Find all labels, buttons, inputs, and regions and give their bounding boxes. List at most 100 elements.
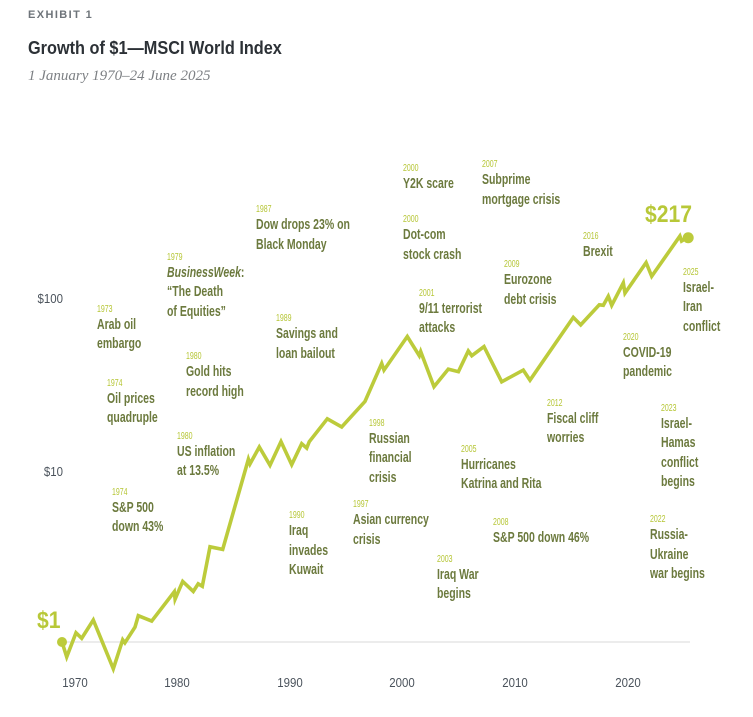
event-annotation: 1974 S&P 500 down 43% xyxy=(112,487,163,537)
annotation-year: 2009 xyxy=(504,259,520,271)
annotation-line: Fiscal cliff xyxy=(547,409,599,427)
annotation-line: Iraq xyxy=(289,522,309,540)
annotation-year: 1990 xyxy=(289,510,305,522)
annotation-line: Israel- xyxy=(660,414,692,432)
annotation-year: 2022 xyxy=(650,514,666,526)
annotation-line: Russia- xyxy=(650,526,688,544)
annotation-line: Asian currency xyxy=(352,511,429,529)
event-annotation: 1990 Iraq invades Kuwait xyxy=(289,510,328,580)
annotation-line: 9/11 terrorist xyxy=(419,299,483,317)
annotation-line: of Equities” xyxy=(167,302,227,320)
annotation-year: 1979 xyxy=(167,251,183,263)
event-annotation: 2005 Hurricanes Katrina and Rita xyxy=(461,444,542,494)
annotation-line: conflict xyxy=(682,317,721,335)
annotation-year: 2012 xyxy=(547,397,563,409)
annotation-line: S&P 500 xyxy=(112,498,155,516)
annotation-line: Gold hits xyxy=(185,363,232,381)
series-line xyxy=(60,232,688,675)
exhibit-label: EXHIBIT 1 xyxy=(28,8,94,21)
annotation-year: 2023 xyxy=(660,402,677,414)
event-annotation: 2016 Brexit xyxy=(583,231,613,262)
annotation-line: debt crisis xyxy=(504,290,557,308)
event-annotation: 2008 S&P 500 down 46% xyxy=(493,517,589,548)
annotation-line: S&P 500 down 46% xyxy=(492,528,589,546)
annotation-line: Kuwait xyxy=(289,561,324,579)
annotation-line: Dow drops 23% on xyxy=(256,216,350,234)
event-annotation: 2009 Eurozone debt crisis xyxy=(504,259,557,309)
annotation-line: Subprime xyxy=(481,171,531,189)
annotation-line: attacks xyxy=(419,319,456,337)
annotation-line: war begins xyxy=(650,565,705,583)
annotation-line: Hamas xyxy=(660,434,696,452)
event-annotation: 2000 Dot-com stock crash xyxy=(403,214,461,264)
annotation-line: BusinessWeek: xyxy=(167,263,244,283)
end-point-marker xyxy=(682,232,694,244)
annotation-line: Oil prices xyxy=(107,389,156,407)
annotation-line: Russian xyxy=(369,429,410,447)
annotation-year: 2007 xyxy=(481,159,498,171)
annotation-line: crisis xyxy=(369,468,397,486)
annotation-year: 2020 xyxy=(622,331,639,343)
event-annotation: 2025 Israel- Iran conflict xyxy=(683,267,720,337)
x-tick-label: 2020 xyxy=(614,675,641,690)
annotation-line: Ukraine xyxy=(650,545,689,563)
event-annotation: 1979 BusinessWeek: “The Death of Equities” xyxy=(167,252,244,322)
annotation-line: down 43% xyxy=(112,518,164,536)
annotation-line: Y2K scare xyxy=(402,174,454,192)
event-annotation: 1987 Dow drops 23% on Black Monday xyxy=(256,204,350,254)
event-annotation: 1998 Russian financial crisis xyxy=(369,418,412,488)
annotation-line: mortgage crisis xyxy=(481,190,560,208)
annotation-year: 2008 xyxy=(492,516,509,528)
annotation-line: loan bailout xyxy=(276,344,335,362)
start-value-label: $1 xyxy=(37,606,61,634)
event-annotation: 2001 9/11 terrorist attacks xyxy=(419,288,482,338)
event-annotation: 2012 Fiscal cliff worries xyxy=(547,398,598,448)
annotation-line: conflict xyxy=(660,453,699,471)
annotation-line: Arab oil xyxy=(96,315,136,333)
event-annotation: 2023 Israel- Hamas conflict begins xyxy=(661,403,698,492)
event-annotation: 2020 COVID-19 pandemic xyxy=(623,332,672,382)
annotation-line: crisis xyxy=(352,530,381,548)
annotation-year: 1980 xyxy=(185,351,202,363)
annotation-line: Katrina and Rita xyxy=(461,475,542,493)
annotation-line: record high xyxy=(185,382,244,400)
annotation-year: 1987 xyxy=(256,204,272,216)
y-tick-label: $100 xyxy=(37,290,63,306)
x-tick-label: 1970 xyxy=(62,675,88,690)
annotation-line: quadruple xyxy=(107,409,159,427)
annotation-year: 2016 xyxy=(583,230,599,242)
annotation-line: worries xyxy=(547,429,585,447)
event-annotation: 1973 Arab oil embargo xyxy=(97,304,141,354)
event-annotation: 1989 Savings and loan bailout xyxy=(276,313,338,363)
y-tick-label: $10 xyxy=(43,463,63,479)
annotation-line: stock crash xyxy=(402,245,462,263)
annotation-line: at 13.5% xyxy=(176,462,219,480)
event-annotation: 1980 US inflation at 13.5% xyxy=(177,431,235,481)
event-annotation: 1974 Oil prices quadruple xyxy=(107,378,158,428)
annotation-year: 2000 xyxy=(402,214,419,226)
annotation-line: Eurozone xyxy=(504,271,553,289)
end-value-label: $217 xyxy=(645,201,692,229)
annotation-line: pandemic xyxy=(622,363,672,381)
event-annotation: 1980 Gold hits record high xyxy=(186,351,244,401)
annotation-line: financial xyxy=(369,449,412,467)
annotation-line: begins xyxy=(660,473,695,491)
annotation-line: COVID-19 xyxy=(622,343,672,361)
start-point-marker xyxy=(57,637,67,647)
chart-subtitle: 1 January 1970–24 June 2025 xyxy=(28,67,211,84)
annotation-line: Black Monday xyxy=(256,235,327,253)
annotation-year: 1998 xyxy=(369,417,385,429)
annotation-year: 2001 xyxy=(419,287,435,299)
annotation-line: embargo xyxy=(96,335,142,353)
chart-title: Growth of $1—MSCI World Index xyxy=(28,36,282,58)
annotation-suffix: : xyxy=(241,263,245,281)
annotation-year: 1980 xyxy=(176,430,193,442)
event-annotation: 2003 Iraq War begins xyxy=(437,554,479,604)
x-tick-label: 1990 xyxy=(276,675,303,690)
annotation-year: 1989 xyxy=(276,313,292,325)
annotation-line: US inflation xyxy=(176,442,236,460)
x-tick-label: 1980 xyxy=(164,675,190,690)
annotation-year: 2003 xyxy=(437,553,453,565)
